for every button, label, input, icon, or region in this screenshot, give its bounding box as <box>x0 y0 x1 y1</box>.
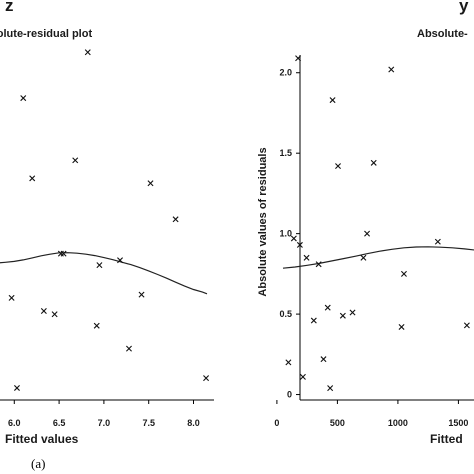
left-panel: z Absolute-residual plot 6.0 6.5 7.0 7.5 8.0… <box>0 0 214 446</box>
right-y-tick-label: 0 <box>287 390 292 400</box>
right-data-point <box>339 312 346 319</box>
right-x-axis-label: Fitted <box>430 432 463 446</box>
left-points <box>8 49 210 391</box>
right-points <box>285 55 470 392</box>
left-data-point <box>60 250 67 257</box>
right-data-point <box>295 55 302 62</box>
right-data-point <box>400 270 407 277</box>
left-panel-letter: z <box>5 0 14 15</box>
right-data-point <box>364 230 371 237</box>
right-data-point <box>310 317 317 324</box>
right-data-point <box>335 163 341 170</box>
left-x-tick-label: 8.0 <box>187 418 200 428</box>
right-data-point <box>285 359 292 366</box>
left-data-point <box>29 175 36 182</box>
right-data-point <box>296 241 303 248</box>
left-x-tick-label: 6.5 <box>53 418 66 428</box>
left-data-point <box>40 307 47 314</box>
right-data-point <box>463 322 470 329</box>
right-data-point <box>360 254 367 261</box>
left-data-point <box>126 345 132 352</box>
right-y-tick-label: 1.0 <box>279 229 292 239</box>
right-data-point <box>315 261 322 268</box>
right-data-point <box>320 356 327 363</box>
left-x-ticks: 6.0 6.5 7.0 7.5 8.0 <box>8 400 200 428</box>
right-x-ticks: 0 500 1000 1500 <box>274 400 468 428</box>
right-y-tick-label: 1.5 <box>279 148 292 158</box>
left-data-point <box>93 322 100 329</box>
right-data-point <box>434 238 441 245</box>
right-x-tick-label: 0 <box>274 418 279 428</box>
right-data-point <box>388 66 395 73</box>
left-data-point <box>13 384 20 391</box>
right-data-point <box>299 373 306 380</box>
right-y-tick-label: 2.0 <box>279 68 292 78</box>
right-smooth-curve <box>282 246 474 269</box>
right-panel-letter: y <box>459 0 469 15</box>
left-data-point <box>72 157 79 164</box>
left-smooth-curve <box>0 252 208 295</box>
right-data-point <box>324 304 331 311</box>
left-data-point <box>203 375 210 382</box>
left-data-point <box>51 311 58 318</box>
right-data-point <box>370 159 377 166</box>
left-x-axis-label: Fitted values <box>5 432 79 446</box>
right-x-tick-label: 1500 <box>448 418 468 428</box>
left-data-point <box>147 180 154 187</box>
left-smooth-line <box>0 252 208 295</box>
right-data-point <box>398 323 405 330</box>
right-data-point <box>329 97 336 104</box>
right-data-point <box>327 385 334 392</box>
right-smooth-line <box>282 246 474 269</box>
right-data-point <box>303 254 310 261</box>
left-panel-title: Absolute-residual plot <box>0 28 92 40</box>
left-data-point <box>57 250 64 257</box>
right-panel-title: Absolute- <box>417 28 468 40</box>
left-x-tick-label: 6.0 <box>8 418 21 428</box>
left-data-point <box>84 49 91 56</box>
left-data-point <box>172 216 179 223</box>
figure-caption: (a) <box>31 456 45 471</box>
right-y-axis-label: Absolute values of residuals <box>257 147 269 296</box>
left-data-point <box>8 294 15 301</box>
left-x-tick-label: 7.5 <box>142 418 155 428</box>
right-data-point <box>290 235 297 242</box>
right-data-point <box>349 309 356 316</box>
right-x-tick-label: 1000 <box>388 418 408 428</box>
right-x-tick-label: 500 <box>330 418 345 428</box>
right-y-tick-label: 0.5 <box>279 309 292 319</box>
left-data-point <box>117 257 124 264</box>
left-data-point <box>138 291 145 298</box>
left-data-point <box>96 262 103 269</box>
right-y-ticks: 0 0.5 1.0 1.5 2.0 <box>279 68 300 400</box>
left-x-tick-label: 7.0 <box>98 418 111 428</box>
left-data-point <box>20 95 27 102</box>
right-panel: y Absolute- 0 500 1000 1500 0 0.5 1.0 1.5 2.0 A… <box>257 0 474 446</box>
